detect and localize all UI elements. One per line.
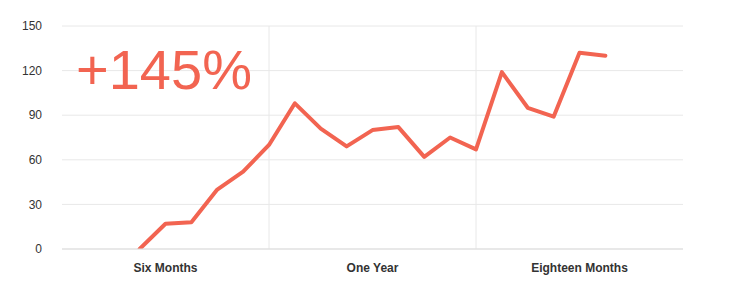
html-text:+145%: +145% xyxy=(76,38,252,101)
svg-text:Six Months: Six Months xyxy=(133,261,197,275)
svg-text:30: 30 xyxy=(29,198,43,212)
svg-text:One Year: One Year xyxy=(347,261,399,275)
svg-text:Eighteen Months: Eighteen Months xyxy=(531,261,628,275)
svg-text:90: 90 xyxy=(29,108,43,122)
svg-text:60: 60 xyxy=(29,153,43,167)
svg-text:0: 0 xyxy=(35,242,42,256)
svg-text:120: 120 xyxy=(22,64,42,78)
svg-text:150: 150 xyxy=(22,19,42,33)
